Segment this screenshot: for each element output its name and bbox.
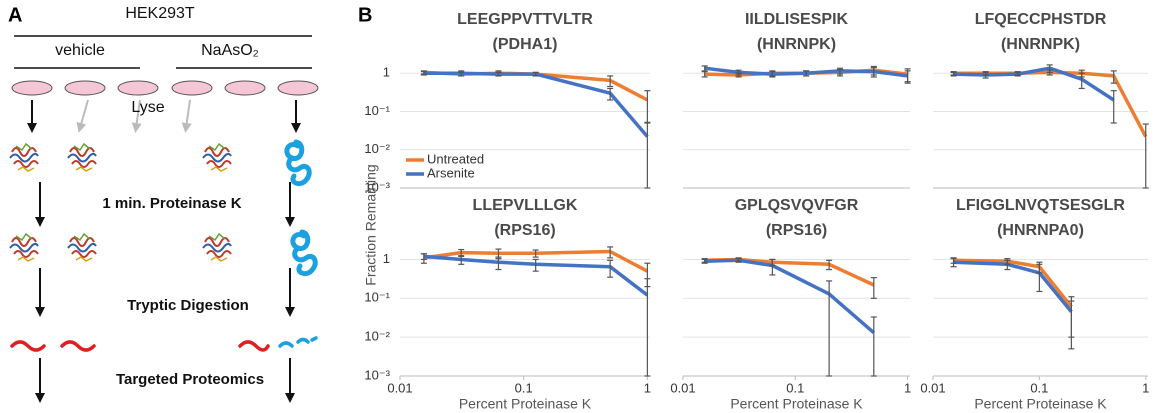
step-label: Tryptic Digestion (127, 297, 249, 314)
x-tick-label: 0.01 (670, 380, 695, 395)
chart-title: LFIGGLNVQTSESGLR (956, 197, 1125, 214)
treatment-label: NaAsO₂ (201, 42, 259, 59)
chart-title: GPLQSVQVFGR (735, 197, 859, 214)
y-tick-label: 1 (383, 65, 390, 80)
legend-label: Arsenite (427, 165, 475, 180)
series-line (953, 66, 1115, 102)
x-tick-label: 1 (644, 380, 651, 395)
x-tick-label: 1 (1142, 380, 1149, 395)
y-tick-label: 10⁻³ (364, 179, 390, 194)
x-tick-label: 0.1 (786, 380, 804, 395)
chart-title: LEEGPPVTTVLTR (457, 11, 593, 28)
y-tick-label: 10⁻¹ (364, 103, 390, 118)
x-tick-label: 1 (904, 380, 911, 395)
series-line (423, 71, 649, 138)
x-axis-label: Percent Proteinase K (459, 396, 592, 412)
legend-label: Untreated (427, 151, 484, 166)
series-line (953, 258, 1073, 308)
chart-title: LFQECCPHSTDR (975, 11, 1107, 28)
y-axis-label: Fraction Remaining (363, 164, 379, 285)
step-label: Targeted Proteomics (116, 371, 264, 388)
x-tick-label: 0.1 (1030, 380, 1048, 395)
y-tick-label: 10⁻³ (364, 367, 390, 382)
x-axis-label: Percent Proteinase K (974, 396, 1107, 412)
series-line (423, 254, 649, 297)
y-tick-label: 1 (383, 251, 390, 266)
vehicle-label: vehicle (55, 42, 105, 59)
dishes (11, 80, 319, 96)
x-tick-label: 0.01 (387, 380, 412, 395)
panel-letter: B (358, 4, 372, 26)
y-tick-label: 10⁻² (364, 141, 390, 156)
panel-a: A HEK293T vehicle NaAsO₂ Lyse (8, 4, 319, 403)
x-axis-label: Percent Proteinase K (730, 396, 863, 412)
cell-line: HEK293T (125, 5, 195, 22)
peptides (10, 336, 318, 352)
lyse-label: Lyse (131, 99, 164, 116)
chart: LFQECCPHSTDR (HNRNPK) (933, 11, 1149, 189)
series-line (423, 249, 649, 273)
chart-subtitle: (HNRNPK) (757, 36, 836, 53)
chart-subtitle: (HNRNPA0) (997, 222, 1084, 239)
chart-subtitle: (RPS16) (494, 222, 555, 239)
panel-letter: A (8, 4, 22, 26)
chart: IILDLISESPIK (HNRNPK) (683, 11, 911, 189)
series-line (953, 70, 1148, 138)
series-line (953, 260, 1073, 313)
y-tick-label: 10⁻¹ (364, 290, 390, 305)
chart-subtitle: (PDHA1) (493, 36, 558, 53)
chart: LFIGGLNVQTSESGLR (HNRNPA0) 0.01 0.1 1 Percent… (920, 197, 1149, 411)
step-label: 1 min. Proteinase K (102, 195, 241, 212)
y-tick-label: 10⁻² (364, 329, 390, 344)
chart-subtitle: (RPS16) (766, 222, 827, 239)
chart-title: LLEPVLLLGK (473, 197, 578, 214)
x-tick-label: 0.1 (515, 380, 533, 395)
chart: LLEPVLLLGK (RPS16) 1 10⁻¹ 10⁻² 10⁻³0.01 0.1 1 Pe… (364, 197, 651, 411)
chart: GPLQSVQVFGR (RPS16) 0.01 0.1 1 Percent Protei… (670, 197, 911, 411)
x-tick-label: 0.01 (920, 380, 945, 395)
arrows (27, 99, 301, 403)
chart: LEEGPPVTTVLTR (PDHA1) 1 10⁻¹ 10⁻² 10⁻³ Untreat… (364, 11, 651, 194)
series-line (704, 258, 875, 335)
chart-subtitle: (HNRNPK) (1001, 36, 1080, 53)
chart-title: IILDLISESPIK (745, 11, 849, 28)
